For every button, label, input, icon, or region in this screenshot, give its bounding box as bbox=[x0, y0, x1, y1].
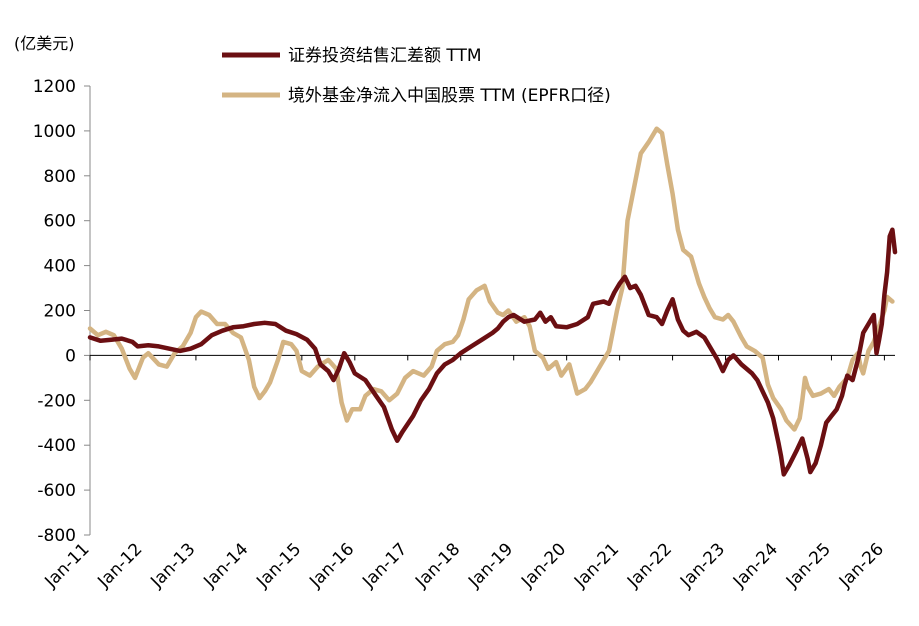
x-tick-label: Jan-23 bbox=[676, 539, 729, 592]
x-tick-label: Jan-17 bbox=[358, 539, 411, 592]
y-tick-label: 1200 bbox=[33, 77, 76, 97]
x-tick-label: Jan-25 bbox=[782, 539, 835, 592]
y-tick-label: 200 bbox=[44, 302, 76, 322]
y-tick-label: -400 bbox=[37, 436, 76, 456]
x-tick-label: Jan-11 bbox=[41, 539, 94, 592]
plot-lines bbox=[87, 126, 898, 477]
legend: 证券投资结售汇差额 TTM 境外基金净流入中国股票 TTM (EPFR口径) bbox=[222, 46, 611, 106]
x-tick-label: Jan-14 bbox=[199, 539, 252, 592]
legend-label-epfr: 境外基金净流入中国股票 TTM (EPFR口径) bbox=[288, 86, 611, 106]
x-axis: Jan-11 Jan-12 Jan-13 Jan-14 Jan-15 Jan-16 Jan-… bbox=[41, 354, 895, 592]
unit-label: (亿美元) bbox=[14, 34, 75, 53]
series-line-securities bbox=[87, 227, 898, 477]
series-line-epfr bbox=[87, 126, 895, 432]
y-tick-label: 400 bbox=[44, 257, 76, 277]
y-tick-label: -800 bbox=[37, 526, 76, 546]
x-tick-label: Jan-13 bbox=[146, 539, 199, 592]
y-tick-label: -200 bbox=[37, 391, 76, 411]
x-tick-label: Jan-24 bbox=[729, 539, 782, 592]
y-tick-label: 600 bbox=[44, 212, 76, 232]
x-tick-label: Jan-16 bbox=[305, 539, 358, 592]
x-tick-label: Jan-21 bbox=[570, 539, 623, 592]
y-tick-label: 1000 bbox=[33, 122, 76, 142]
x-tick-label: Jan-19 bbox=[464, 539, 517, 592]
x-tick-label: Jan-18 bbox=[411, 539, 464, 592]
y-tick-label: -600 bbox=[37, 481, 76, 501]
y-axis: 1200 1000 800 600 400 200 0 -200 -400 -600 -800 bbox=[33, 77, 91, 546]
legend-label-securities: 证券投资结售汇差额 TTM bbox=[288, 46, 482, 66]
y-tick-label: 0 bbox=[65, 346, 76, 366]
y-tick-label: 800 bbox=[44, 167, 76, 187]
x-tick-label: Jan-20 bbox=[517, 539, 570, 592]
x-tick-label: Jan-22 bbox=[623, 539, 676, 592]
x-tick-label: Jan-26 bbox=[835, 539, 888, 592]
x-tick-label: Jan-15 bbox=[252, 539, 305, 592]
x-tick-label: Jan-12 bbox=[93, 539, 146, 592]
